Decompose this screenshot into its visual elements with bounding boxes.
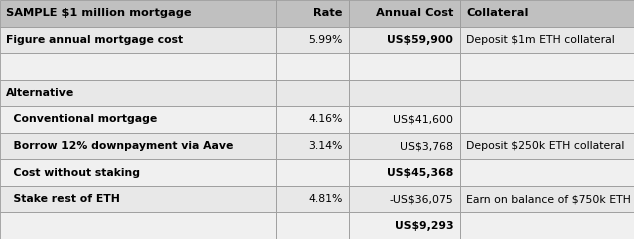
Bar [460,53,634,80]
Bar [460,133,634,159]
Bar [349,159,460,186]
Text: Borrow 12% downpayment via Aave: Borrow 12% downpayment via Aave [6,141,234,151]
Text: Cost without staking: Cost without staking [6,168,140,178]
Bar [460,106,634,133]
Bar [276,53,349,80]
Bar [276,80,349,106]
Bar [349,186,460,212]
Bar [276,159,349,186]
Text: 4.16%: 4.16% [308,114,342,125]
Text: Alternative: Alternative [6,88,75,98]
Bar [0,212,276,239]
Bar [276,133,349,159]
Bar [276,212,349,239]
Text: Annual Cost: Annual Cost [376,8,453,18]
Bar [276,106,349,133]
Bar [0,80,276,106]
Text: 3.14%: 3.14% [308,141,342,151]
Bar [460,80,634,106]
Text: US$45,368: US$45,368 [387,168,453,178]
Bar [276,27,349,53]
Text: -US$36,075: -US$36,075 [389,194,453,204]
Bar [460,186,634,212]
Text: Earn on balance of $750k ETH: Earn on balance of $750k ETH [466,194,631,204]
Bar [349,80,460,106]
Bar [460,212,634,239]
Bar [349,27,460,53]
Text: Collateral: Collateral [466,8,529,18]
Text: Rate: Rate [313,8,342,18]
Text: US$3,768: US$3,768 [401,141,453,151]
Text: Deposit $250k ETH collateral: Deposit $250k ETH collateral [466,141,624,151]
Bar [0,53,276,80]
Bar [460,159,634,186]
Text: 4.81%: 4.81% [308,194,342,204]
Bar [0,159,276,186]
Bar [460,27,634,53]
Text: US$9,293: US$9,293 [395,221,453,231]
Bar [0,27,276,53]
Text: 5.99%: 5.99% [308,35,342,45]
Bar [460,0,634,27]
Text: US$59,900: US$59,900 [387,35,453,45]
Text: SAMPLE $1 million mortgage: SAMPLE $1 million mortgage [6,8,192,18]
Bar [349,106,460,133]
Bar [349,212,460,239]
Bar [0,133,276,159]
Bar [276,186,349,212]
Bar [0,106,276,133]
Text: Stake rest of ETH: Stake rest of ETH [6,194,120,204]
Bar [0,0,276,27]
Bar [0,186,276,212]
Text: Conventional mortgage: Conventional mortgage [6,114,158,125]
Text: Deposit $1m ETH collateral: Deposit $1m ETH collateral [466,35,615,45]
Text: Figure annual mortgage cost: Figure annual mortgage cost [6,35,183,45]
Bar [349,53,460,80]
Text: US$41,600: US$41,600 [393,114,453,125]
Bar [349,133,460,159]
Bar [276,0,349,27]
Bar [349,0,460,27]
